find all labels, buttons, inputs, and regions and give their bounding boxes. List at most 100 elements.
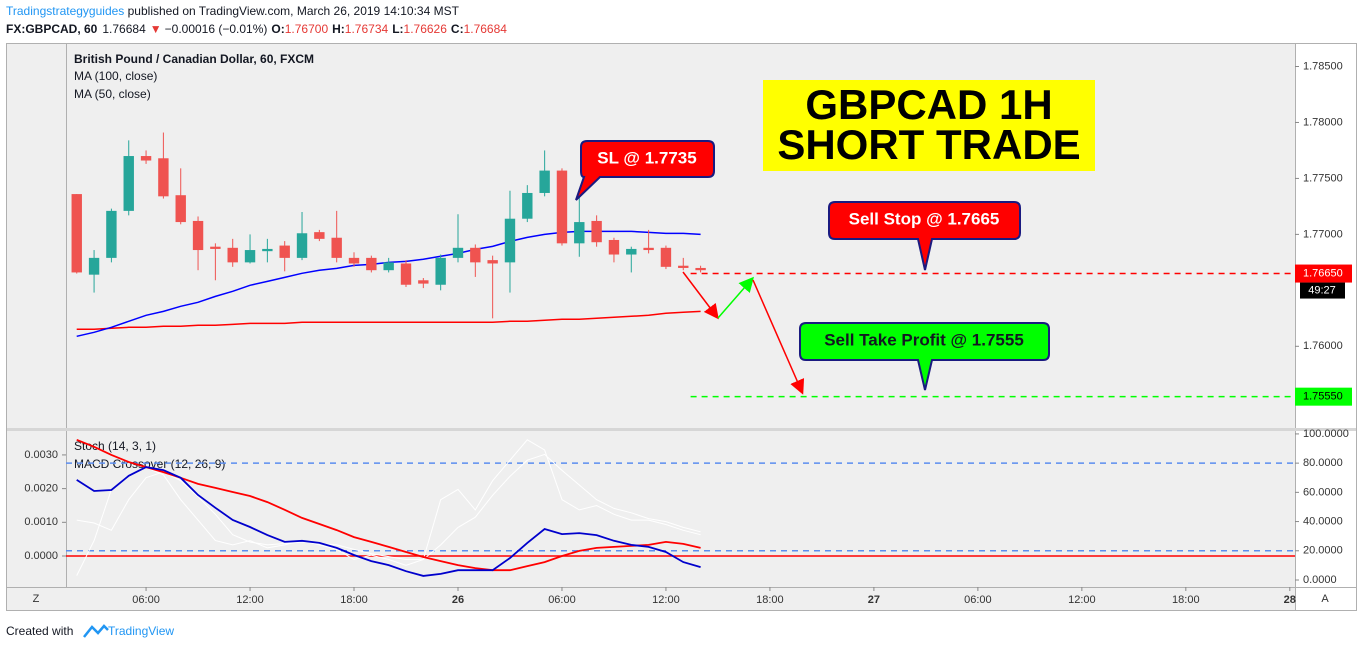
x-tick-label: 26	[452, 594, 464, 606]
pane-separator	[7, 428, 1356, 431]
candle-body	[591, 220, 602, 243]
o: 1.76700	[285, 22, 329, 36]
candle-body	[452, 247, 464, 258]
h: 1.76734	[345, 22, 389, 36]
arrow: ▼	[150, 22, 162, 36]
x-tick-label: 06:00	[964, 594, 992, 606]
y-tick-label: 80.0000	[1303, 457, 1343, 469]
moving-average	[76, 310, 701, 331]
candle-body	[210, 246, 221, 249]
sl-text: SL @ 1.7735	[597, 148, 696, 167]
x-tick-label: 12:00	[236, 594, 264, 606]
scale-button[interactable]: Z	[33, 593, 40, 605]
chart-frame	[6, 43, 1357, 611]
author[interactable]: Tradingstrategyguides	[6, 4, 124, 18]
countdown-tag	[1300, 282, 1345, 299]
stoch-d	[76, 453, 701, 560]
candle-body	[470, 247, 481, 263]
take-profit-callout	[799, 322, 1050, 391]
candle-body	[539, 170, 550, 193]
l-label: L:	[392, 22, 403, 36]
candle-body	[140, 156, 152, 161]
candle-body	[227, 247, 238, 263]
candle-body	[106, 210, 117, 258]
brand[interactable]: TradingView	[108, 624, 174, 638]
price-tag	[1295, 264, 1352, 283]
legend-ma100: MA (100, close)	[74, 69, 157, 83]
change: −0.00016 (−0.01%)	[165, 22, 268, 36]
x-tick-label: 18:00	[1172, 594, 1200, 606]
candle-body	[348, 257, 360, 264]
symbol: FX:GBPCAD, 60	[6, 22, 98, 36]
o-label: O:	[271, 22, 284, 36]
x-tick-label: 18:00	[756, 594, 784, 606]
arrow-down	[682, 271, 719, 320]
title-box	[763, 80, 1095, 171]
y2-tick-label: 0.0020	[24, 483, 58, 495]
y-tick-label: 1.77000	[1303, 228, 1343, 240]
x-tick-label: 06:00	[548, 594, 576, 606]
candle-body	[418, 280, 429, 284]
y-tick-label: 0.0000	[1303, 574, 1337, 586]
auto-button[interactable]: A	[1321, 593, 1329, 605]
candle-body	[400, 263, 412, 285]
candle-body	[487, 260, 498, 264]
take-profit-text: Sell Take Profit @ 1.7555	[824, 330, 1024, 349]
plot: 1.78500 1.78000 1.77500 1.77000 1.76000 06:00…	[24, 60, 1352, 606]
countdown: 49:27	[1308, 284, 1336, 296]
candle-body	[123, 156, 134, 211]
x-tick-label: 12:00	[652, 594, 680, 606]
c: 1.76684	[464, 22, 508, 36]
candle-body	[435, 257, 446, 285]
candle-body	[314, 232, 325, 239]
x-tick-label: 28	[1284, 594, 1296, 606]
candle-body	[279, 245, 290, 258]
x-tick-label: 27	[868, 594, 880, 606]
sell-stop-text: Sell Stop @ 1.7665	[849, 209, 1000, 228]
y2-tick-label: 0.0000	[24, 550, 58, 562]
candle-body	[296, 233, 308, 258]
candle-body	[331, 237, 342, 258]
arrow-down	[752, 279, 805, 395]
candle-body	[383, 262, 394, 271]
candle-body	[556, 170, 568, 244]
x-tick-label: 12:00	[1068, 594, 1096, 606]
title-line2: SHORT TRADE	[777, 121, 1080, 168]
h-label: H:	[332, 22, 345, 36]
candle-body	[88, 257, 100, 275]
x-tick-label: 06:00	[132, 594, 160, 606]
header-line1: Tradingstrategyguides published on Tradi…	[6, 4, 460, 18]
y-tick-label: 1.77500	[1303, 172, 1343, 184]
y-tick-label: 1.78000	[1303, 116, 1343, 128]
candle-body	[574, 222, 585, 244]
title-line1: GBPCAD 1H	[805, 81, 1052, 128]
legend-stoch: Stoch (14, 3, 1)	[74, 439, 156, 453]
y-tick-label: 100.0000	[1303, 428, 1349, 440]
candle-body	[175, 195, 186, 223]
pane-title: British Pound / Canadian Dollar, 60, FXC…	[74, 52, 314, 66]
y-tick-label: 20.0000	[1303, 545, 1343, 557]
l: 1.76626	[404, 22, 448, 36]
last: 1.76684	[102, 22, 146, 36]
x-tick-label: 18:00	[340, 594, 368, 606]
candle-body	[262, 248, 273, 252]
candle-body	[158, 158, 169, 197]
candle-body	[192, 220, 204, 251]
candle-body	[660, 247, 672, 267]
price-tag-label: 1.76650	[1303, 267, 1343, 279]
tv-logo	[83, 624, 109, 638]
candle-body	[504, 218, 516, 263]
candle-body	[366, 257, 377, 271]
published: published on TradingView.com, March 26, …	[124, 4, 459, 18]
y2-tick-label: 0.0010	[24, 516, 58, 528]
candle-body	[244, 250, 256, 263]
legend-macd: MACD Crossover (12, 26, 9)	[74, 457, 225, 471]
y2-tick-label: 0.0030	[24, 449, 58, 461]
header-line2: FX:GBPCAD, 60 1.76684 ▼ −0.00016 (−0.01%) O:…	[6, 22, 507, 36]
arrow-up	[717, 276, 754, 319]
price-tag-label: 1.75550	[1303, 391, 1343, 403]
created-with: Created with	[6, 624, 73, 638]
candle-body	[695, 267, 706, 271]
